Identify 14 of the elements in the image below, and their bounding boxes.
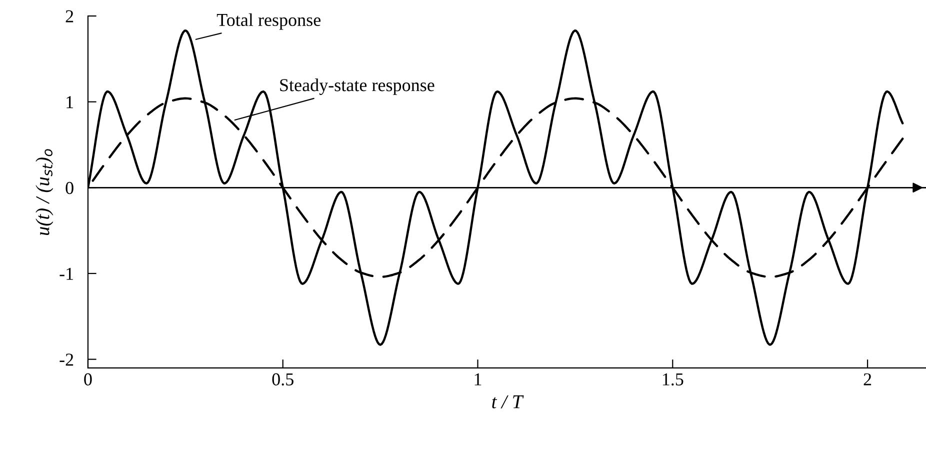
- y-tick-label: 2: [66, 10, 74, 22]
- x-tick-label: 1: [474, 373, 482, 386]
- y-axis-title: u(t) / (u$_{st}$)$_{o}$: [36, 149, 54, 236]
- x-tick-label: 0: [84, 373, 92, 386]
- x-tick-label: 2: [864, 373, 872, 386]
- y-tick-label: -2: [60, 354, 74, 366]
- x-axis-title: t / T: [492, 395, 524, 408]
- annotation: Steady-state response: [280, 78, 434, 95]
- annotation: Total response: [216, 13, 321, 30]
- x-tick-label: 0.5: [272, 373, 294, 386]
- y-tick-label: 1: [66, 96, 73, 108]
- y-tick-label: 0: [66, 182, 74, 194]
- x-tick-label: 1.5: [662, 373, 684, 386]
- y-tick-label: -1: [60, 268, 73, 280]
